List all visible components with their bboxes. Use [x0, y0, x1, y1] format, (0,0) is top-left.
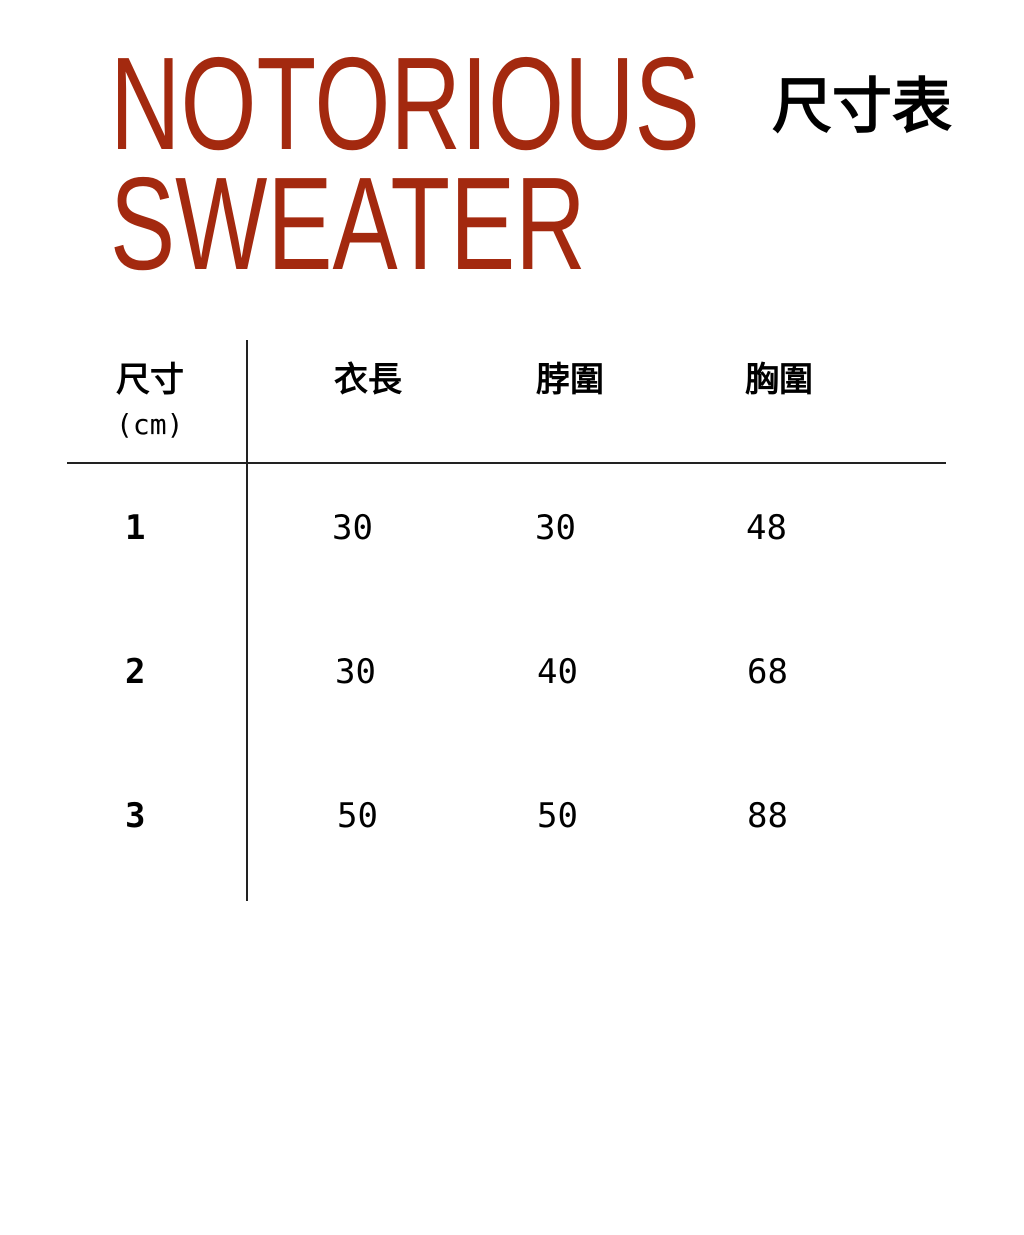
- cell-neck-1: 30: [535, 508, 576, 548]
- table-horizontal-divider: [67, 462, 946, 464]
- cell-neck-3: 50: [537, 796, 578, 836]
- column-header-neck: 脖圍: [536, 360, 604, 400]
- column-header-chest: 胸圍: [745, 360, 813, 400]
- cell-length-1: 30: [332, 508, 373, 548]
- row-size-1: 1: [125, 508, 146, 548]
- size-chart-heading: 尺寸表: [772, 72, 952, 142]
- cell-neck-2: 40: [537, 652, 578, 692]
- product-title-line2: SWEATER: [110, 150, 586, 297]
- product-title-line1: NOTORIOUS: [110, 30, 700, 177]
- cell-chest-3: 88: [747, 796, 788, 836]
- cell-length-3: 50: [337, 796, 378, 836]
- table-vertical-divider: [246, 340, 248, 901]
- cell-chest-2: 68: [747, 652, 788, 692]
- cell-length-2: 30: [335, 652, 376, 692]
- unit-label: (cm): [116, 408, 184, 441]
- column-header-length: 衣長: [334, 360, 402, 400]
- size-header: 尺寸: [116, 360, 184, 400]
- row-size-2: 2: [125, 652, 146, 692]
- cell-chest-1: 48: [746, 508, 787, 548]
- row-size-3: 3: [125, 796, 146, 836]
